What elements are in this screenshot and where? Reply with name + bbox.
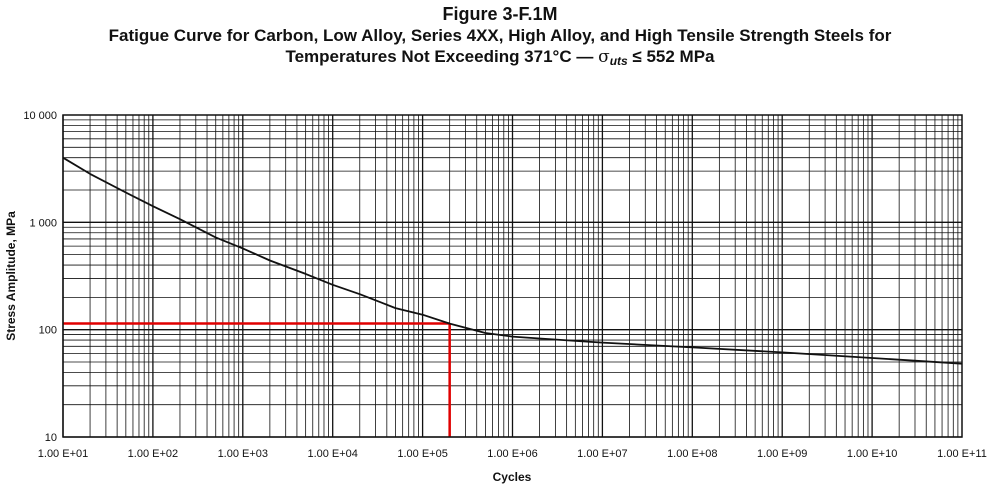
y-tick-label: 1 000	[29, 217, 57, 229]
sigma-symbol: σ	[598, 47, 610, 67]
x-tick-label: 1.00 E+06	[487, 448, 537, 460]
x-tick-label: 1.00 E+07	[577, 448, 627, 460]
grid	[62, 115, 962, 438]
x-axis-title: Cycles	[493, 470, 532, 484]
y-tick-label: 10 000	[23, 110, 57, 122]
series-layer	[62, 156, 963, 365]
chart-title-line2: Temperatures Not Exceeding 371°C — σuts …	[0, 46, 1000, 69]
chart-title-block: Figure 3-F.1M Fatigue Curve for Carbon, …	[0, 4, 1000, 69]
x-tick-label: 1.00 E+09	[757, 448, 807, 460]
x-tick-label: 1.00 E+08	[667, 448, 717, 460]
x-tick-label: 1.00 E+03	[218, 448, 268, 460]
x-tick-label: 1.00 E+11	[937, 448, 987, 460]
y-tick-label: 100	[39, 325, 57, 337]
x-tick-label: 1.00 E+02	[128, 448, 178, 460]
title-line2-prefix: Temperatures Not Exceeding 371°C —	[285, 47, 599, 66]
y-axis-title: Stress Amplitude, MPa	[4, 211, 18, 341]
annotation-lines	[63, 322, 451, 437]
x-tick-label: 1.00 E+01	[38, 448, 88, 460]
y-tick-label: 10	[45, 432, 57, 444]
x-tick-labels: 1.00 E+01 1.00 E+02 1.00 E+03 1.00 E+04 1.00…	[38, 448, 987, 460]
x-tick-label: 1.00 E+10	[847, 448, 897, 460]
x-tick-label: 1.00 E+04	[307, 448, 357, 460]
x-tick-label: 1.00 E+05	[397, 448, 447, 460]
fatigue-curve-line	[62, 156, 963, 365]
chart-title-line1: Fatigue Curve for Carbon, Low Alloy, Ser…	[108, 26, 892, 45]
plot-frame	[62, 114, 963, 438]
sigma-subscript: uts	[609, 54, 628, 68]
title-line2-suffix: ≤ 552 MPa	[627, 47, 715, 66]
figure-label: Figure 3-F.1M	[442, 4, 558, 24]
y-tick-labels: 10 100 1 000 10 000	[23, 110, 57, 444]
